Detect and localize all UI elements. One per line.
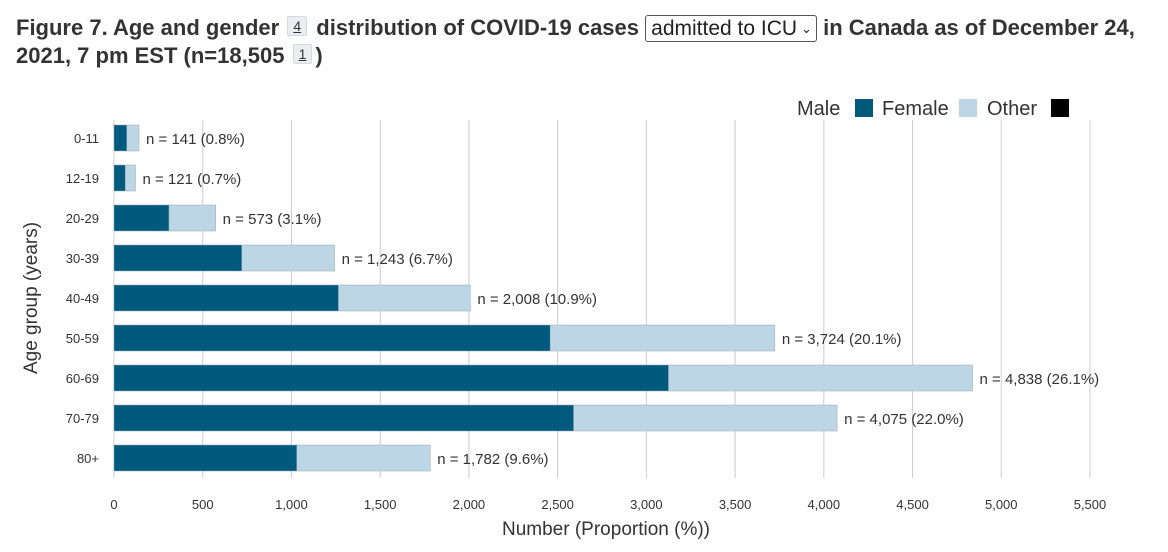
category-label: 60-69 bbox=[66, 371, 99, 386]
bar-male bbox=[113, 204, 170, 232]
data-label: n = 121 (0.7%) bbox=[142, 171, 241, 188]
x-tick-label: 4,500 bbox=[896, 497, 929, 512]
bar-female bbox=[338, 284, 471, 312]
bar-female bbox=[126, 124, 140, 152]
bar-male bbox=[113, 364, 669, 392]
category-label: 40-49 bbox=[66, 291, 99, 306]
category-labels: 0-11 12-19 20-29 30-39 40-49 50-59 60-69 70-79 8… bbox=[66, 131, 99, 466]
data-label: n = 1,243 (6.7%) bbox=[342, 251, 453, 268]
bar-female bbox=[241, 244, 335, 272]
x-tick-label: 2,500 bbox=[541, 497, 574, 512]
category-label: 80+ bbox=[77, 451, 99, 466]
x-tick-label: 5,500 bbox=[1074, 497, 1107, 512]
data-labels: n = 141 (0.8%) n = 121 (0.7%) n = 573 (3.1… bbox=[142, 131, 1099, 468]
bar-female bbox=[168, 204, 216, 232]
x-tick-label: 2,000 bbox=[453, 497, 486, 512]
bar-male bbox=[113, 164, 126, 192]
legend-label-other: Other bbox=[987, 98, 1037, 120]
data-label: n = 4,838 (26.1%) bbox=[980, 371, 1100, 388]
data-label: n = 3,724 (20.1%) bbox=[782, 331, 902, 348]
chart-title: Figure 7. Age and gender 4 distribution … bbox=[16, 14, 1156, 69]
category-label: 20-29 bbox=[66, 211, 99, 226]
bar-female bbox=[549, 324, 776, 352]
legend-label-female: Female bbox=[882, 98, 949, 120]
category-label: 30-39 bbox=[66, 251, 99, 266]
data-label: n = 141 (0.8%) bbox=[146, 131, 245, 148]
bar-female bbox=[125, 164, 136, 192]
bar-male bbox=[113, 444, 298, 472]
title-part-1: Figure 7. Age and gender bbox=[16, 15, 280, 40]
legend: Male Female Other bbox=[797, 98, 1069, 120]
title-part-3: in Canada as of December 24, 2021, 7 pm … bbox=[16, 15, 1135, 68]
x-tick-label: 3,500 bbox=[719, 497, 752, 512]
x-tick-label: 0 bbox=[110, 497, 117, 512]
bar-male bbox=[113, 244, 243, 272]
case-type-select[interactable]: admitted to ICU ⌄ bbox=[645, 15, 817, 42]
bars bbox=[113, 124, 973, 472]
category-label: 12-19 bbox=[66, 171, 99, 186]
x-tick-label: 5,000 bbox=[985, 497, 1018, 512]
case-type-select-value: admitted to ICU bbox=[651, 17, 798, 40]
bar-male bbox=[113, 324, 551, 352]
y-axis-title: Age group (years) bbox=[21, 222, 42, 374]
bar-female bbox=[573, 404, 838, 432]
legend-label-male: Male bbox=[797, 98, 840, 120]
footnote-link-1[interactable]: 1 bbox=[292, 44, 313, 64]
bar-male bbox=[113, 404, 574, 432]
data-label: n = 4,075 (22.0%) bbox=[844, 411, 964, 428]
x-tick-labels: 0 500 1,000 1,500 2,000 2,500 3,000 3,500 4,000 4… bbox=[110, 497, 1106, 512]
bar-female bbox=[668, 364, 973, 392]
category-label: 70-79 bbox=[66, 411, 99, 426]
x-axis-title: Number (Proportion (%)) bbox=[502, 519, 710, 540]
bar-male bbox=[113, 284, 339, 312]
chevron-down-icon: ⌄ bbox=[801, 21, 812, 36]
title-part-2: distribution of COVID-19 cases bbox=[316, 15, 640, 40]
category-label: 50-59 bbox=[66, 331, 99, 346]
x-tick-label: 1,500 bbox=[364, 497, 397, 512]
x-tick-label: 500 bbox=[192, 497, 214, 512]
data-label: n = 2,008 (10.9%) bbox=[477, 291, 597, 308]
title-part-4: ) bbox=[315, 43, 323, 68]
data-label: n = 1,782 (9.6%) bbox=[437, 451, 548, 468]
legend-swatch-other bbox=[1051, 99, 1069, 117]
legend-swatch-male bbox=[855, 99, 873, 117]
footnote-link-4[interactable]: 4 bbox=[287, 16, 308, 36]
bar-male bbox=[113, 124, 128, 152]
x-tick-label: 1,000 bbox=[275, 497, 308, 512]
legend-swatch-female bbox=[959, 99, 977, 117]
category-label: 0-11 bbox=[74, 131, 99, 146]
bar-female bbox=[296, 444, 431, 472]
x-tick-label: 3,000 bbox=[630, 497, 663, 512]
x-tick-label: 4,000 bbox=[808, 497, 841, 512]
data-label: n = 573 (3.1%) bbox=[223, 211, 322, 228]
